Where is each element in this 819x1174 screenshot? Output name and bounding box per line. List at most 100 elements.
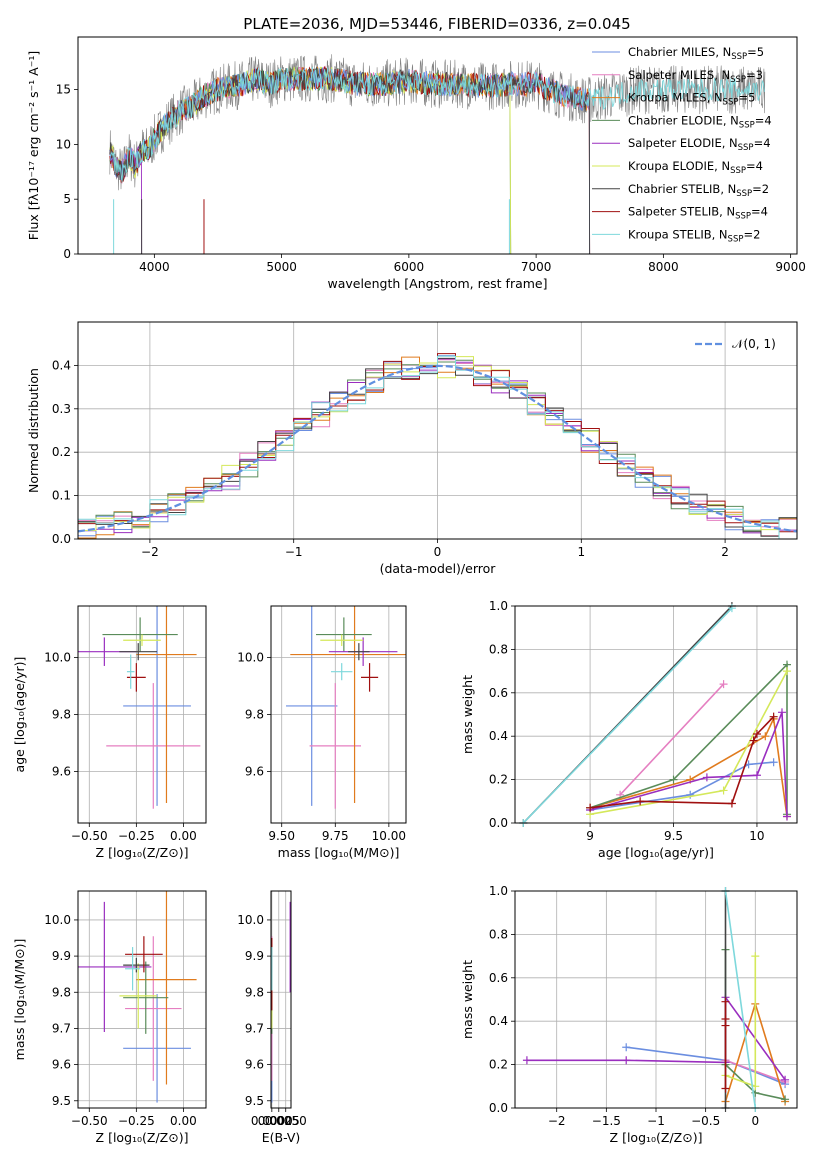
x-axis-label: wavelength [Angstrom, rest frame] bbox=[327, 276, 547, 291]
x-tick-label: −0.5 bbox=[691, 1114, 720, 1128]
x-tick-label: −1 bbox=[285, 545, 303, 559]
data-point-marker bbox=[782, 812, 791, 821]
y-tick-label: 0.0 bbox=[489, 816, 508, 830]
legend-subscript: SSP bbox=[730, 166, 746, 176]
residual-histogram-panel: −2 −1 0 1 2 0.0 0.1 0.2 0.3 0.4 (data-model)/error… bbox=[26, 321, 798, 576]
x-tick-label: 0.0025 bbox=[258, 1114, 300, 1128]
y-tick-label: 0.6 bbox=[489, 686, 508, 700]
x-tick-label: −0.25 bbox=[118, 829, 155, 843]
x-tick-label: −1.5 bbox=[592, 1114, 621, 1128]
normal-curve bbox=[77, 364, 798, 533]
y-tick-label: 9.6 bbox=[245, 1058, 264, 1072]
data-point-marker bbox=[721, 1015, 730, 1024]
y-tick-label: 9.8 bbox=[245, 708, 264, 722]
data-point-marker bbox=[622, 1056, 631, 1065]
data-point-marker bbox=[719, 786, 728, 795]
y-tick-label: 9.7 bbox=[245, 1021, 264, 1035]
x-axis-label: age [log₁₀(age/yr)] bbox=[598, 845, 714, 860]
legend-text: Chabrier MILES, N bbox=[628, 45, 731, 59]
model-spectrum-0 bbox=[109, 67, 591, 254]
y-axis-label: Flux [fλ10⁻¹⁷ erg cm⁻² s⁻¹ A⁻¹] bbox=[26, 51, 41, 240]
legend-label: Salpeter MILES, NSSP=3 bbox=[628, 68, 763, 85]
y-tick-label: 9.8 bbox=[52, 985, 71, 999]
data-point-marker bbox=[721, 997, 730, 1006]
x-tick-label: 0.00 bbox=[170, 1114, 197, 1128]
legend-label: Salpeter STELIB, NSSP=4 bbox=[628, 205, 768, 222]
y-tick-label: 0 bbox=[63, 247, 71, 261]
legend-suffix: =4 bbox=[751, 205, 768, 219]
y-tick-label: 0.1 bbox=[52, 489, 71, 503]
y-tick-label: 5 bbox=[63, 192, 71, 206]
x-tick-label: −1 bbox=[647, 1114, 665, 1128]
legend-label: Chabrier STELIB, NSSP=2 bbox=[628, 182, 769, 199]
x-tick-label: 0 bbox=[434, 545, 442, 559]
mass-weight-series-3 bbox=[589, 662, 788, 815]
y-tick-label: 0.8 bbox=[489, 642, 508, 656]
x-axis-label: Z [log₁₀(Z/Z⊙)] bbox=[610, 1130, 703, 1145]
y-tick-label: 9.7 bbox=[52, 1021, 71, 1035]
axes-frame bbox=[77, 890, 207, 1109]
legend-label: Kroupa ELODIE, NSSP=4 bbox=[628, 159, 763, 176]
legend-text: Chabrier STELIB, N bbox=[628, 182, 736, 196]
legend-suffix: =4 bbox=[754, 136, 771, 150]
axes-frame bbox=[77, 36, 798, 255]
x-tick-label: 9 bbox=[586, 829, 594, 843]
x-tick-label: 2 bbox=[721, 545, 729, 559]
legend-suffix: =4 bbox=[746, 159, 763, 173]
age-vs-mass-panel: 9.50 9.75 10.00 9.6 9.8 10.0 mass [log₁₀(M/M⊙)… bbox=[237, 605, 407, 860]
y-tick-label: 0.4 bbox=[489, 1014, 508, 1028]
y-tick-label: 0.0 bbox=[489, 1101, 508, 1115]
y-tick-label: 9.5 bbox=[245, 1094, 264, 1108]
x-tick-label: −0.25 bbox=[118, 1114, 155, 1128]
data-point-marker bbox=[586, 803, 595, 812]
data-point-marker bbox=[522, 1056, 531, 1065]
legend-text: Chabrier ELODIE, N bbox=[628, 113, 739, 127]
x-tick-label: 0 bbox=[751, 1114, 759, 1128]
figure-title: PLATE=2036, MJD=53446, FIBERID=0336, z=0… bbox=[243, 15, 630, 33]
x-tick-label: 0.0050 bbox=[265, 1114, 307, 1128]
model-spectrum-8 bbox=[109, 67, 765, 182]
x-axis-label: Z [log₁₀(Z/Z⊙)] bbox=[96, 845, 189, 860]
y-tick-label: 0.3 bbox=[52, 402, 71, 416]
y-tick-label: 0.8 bbox=[489, 927, 508, 941]
y-axis-label: mass weight bbox=[460, 960, 475, 1039]
y-tick-label: 9.5 bbox=[52, 1094, 71, 1108]
legend-subscript: SSP bbox=[738, 143, 754, 153]
data-point-marker bbox=[781, 1095, 790, 1104]
data-point-marker bbox=[752, 771, 761, 780]
x-tick-label: −2 bbox=[141, 545, 159, 559]
legend-suffix: =5 bbox=[747, 45, 764, 59]
y-axis-label: Normed distribution bbox=[26, 368, 41, 493]
x-tick-label: 5000 bbox=[266, 260, 297, 274]
x-axis-label: E(B-V) bbox=[262, 1130, 301, 1145]
axes-frame bbox=[77, 605, 207, 824]
y-tick-label: 10.0 bbox=[44, 913, 71, 927]
x-tick-label: 0.00 bbox=[170, 829, 197, 843]
data-point-marker bbox=[751, 952, 760, 961]
legend-subscript: SSP bbox=[723, 98, 739, 108]
legend-label: Kroupa MILES, NSSP=5 bbox=[628, 91, 755, 108]
x-tick-label: 1 bbox=[577, 545, 585, 559]
y-tick-label: 0.0 bbox=[52, 532, 71, 546]
legend-text: Kroupa ELODIE, N bbox=[628, 159, 730, 173]
model-spectrum-6 bbox=[109, 66, 591, 254]
y-tick-label: 10.0 bbox=[237, 913, 264, 927]
axes-frame bbox=[514, 890, 798, 1109]
legend-text: Salpeter STELIB, N bbox=[628, 205, 735, 219]
y-tick-label: 9.8 bbox=[245, 985, 264, 999]
x-axis-label: Z [log₁₀(Z/Z⊙)] bbox=[96, 1130, 189, 1145]
data-point-marker bbox=[721, 1084, 730, 1093]
data-point-marker bbox=[782, 667, 791, 676]
y-tick-label: 9.9 bbox=[52, 949, 71, 963]
data-point-marker bbox=[777, 708, 786, 717]
data-point-marker bbox=[636, 797, 645, 806]
legend-label: 𝒩(0, 1) bbox=[732, 337, 776, 351]
legend-label: Salpeter ELODIE, NSSP=4 bbox=[628, 136, 771, 153]
legend-subscript: SSP bbox=[736, 189, 752, 199]
mass-weight-series-7 bbox=[589, 716, 775, 809]
legend-label: Chabrier ELODIE, NSSP=4 bbox=[628, 113, 772, 130]
x-tick-label: 10 bbox=[749, 829, 764, 843]
y-axis-label: mass weight bbox=[460, 675, 475, 754]
legend-text: Salpeter ELODIE, N bbox=[628, 136, 738, 150]
